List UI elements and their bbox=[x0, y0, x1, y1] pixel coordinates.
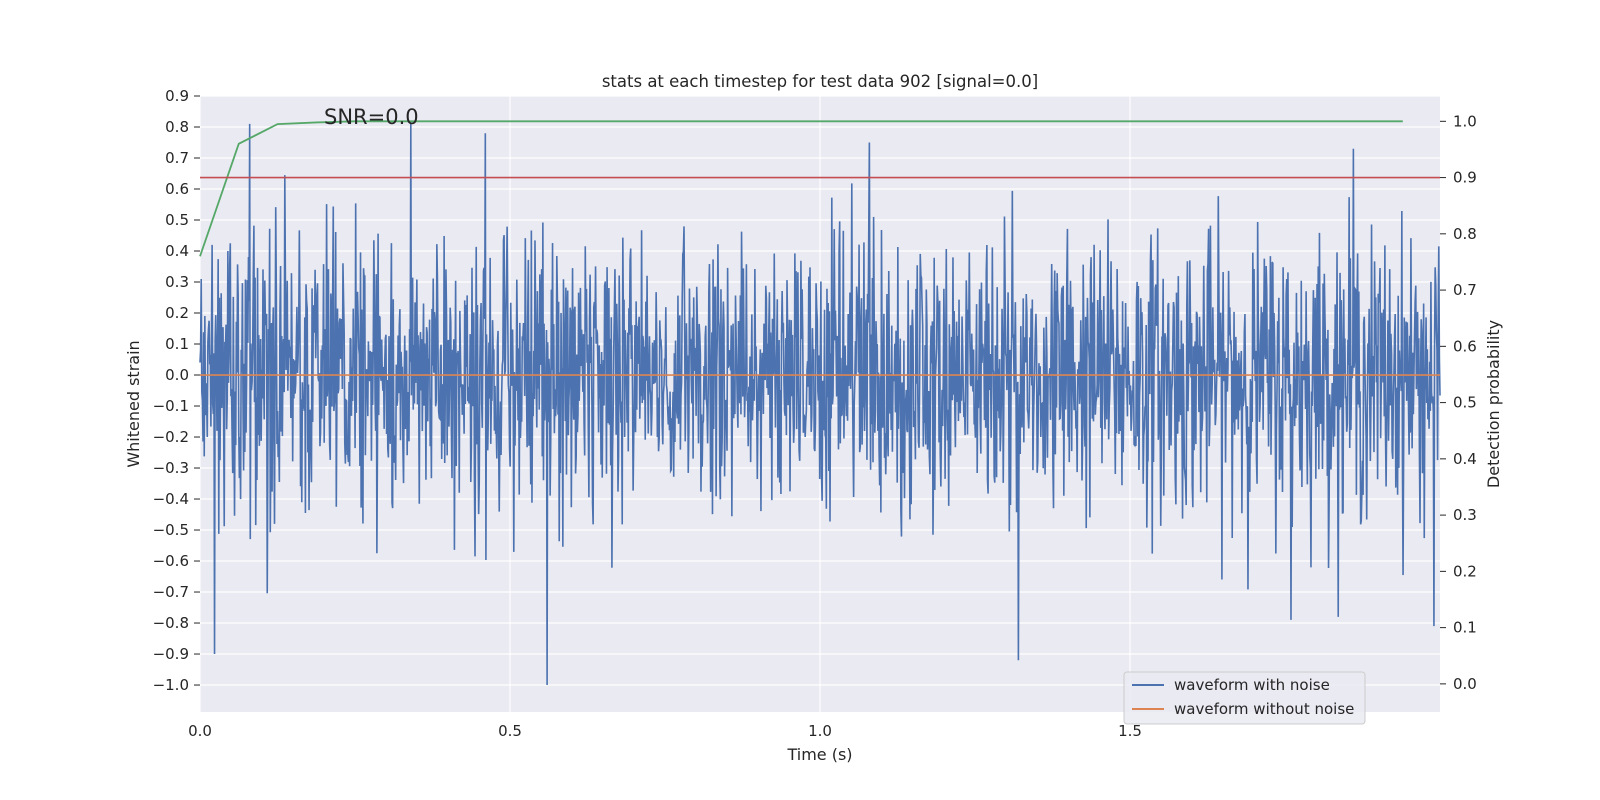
y-tick-label: 0.7 bbox=[165, 149, 189, 167]
y2-tick-label: 0.6 bbox=[1453, 337, 1477, 355]
x-tick-label: 1.5 bbox=[1118, 722, 1142, 740]
y-tick-label: 0.8 bbox=[165, 118, 189, 136]
series-detection-probability bbox=[199, 120, 1403, 257]
y2-tick-label: 1.0 bbox=[1453, 112, 1477, 130]
x-tick-label: 0.0 bbox=[188, 722, 212, 740]
legend-label-waveform-with-noise: waveform with noise bbox=[1174, 676, 1330, 694]
y-tick-label: −0.8 bbox=[153, 614, 189, 632]
y2-tick-label: 0.8 bbox=[1453, 225, 1477, 243]
y-tick-label: 0.4 bbox=[165, 242, 189, 260]
y-tick-label: 0.0 bbox=[165, 366, 189, 384]
y-tick-label: −0.7 bbox=[153, 583, 189, 601]
chart-title: stats at each timestep for test data 902… bbox=[602, 72, 1038, 91]
snr-annotation: SNR=0.0 bbox=[324, 105, 419, 129]
y-tick-label: −0.5 bbox=[153, 521, 189, 539]
legend: waveform with noise waveform without noi… bbox=[1123, 671, 1366, 725]
series-waveform-with-noise bbox=[199, 123, 1441, 686]
y-tick-label: −1.0 bbox=[153, 676, 189, 694]
y-tick-label: −0.2 bbox=[153, 428, 189, 446]
tick-layer: 0.9 0.8 0.7 0.6 0.5 0.4 0.3 0.2 0.1 0.0 −0.1 −0.2 −0… bbox=[153, 87, 1477, 740]
y2-tick-label: 0.1 bbox=[1453, 619, 1477, 637]
y2-tick-label: 0.9 bbox=[1453, 169, 1477, 187]
y-tick-label: 0.6 bbox=[165, 180, 189, 198]
series-layer bbox=[199, 120, 1441, 686]
y-tick-label: −0.4 bbox=[153, 490, 189, 508]
y-tick-label: −0.6 bbox=[153, 552, 189, 570]
y2-tick-label: 0.7 bbox=[1453, 281, 1477, 299]
x-tick-label: 1.0 bbox=[808, 722, 832, 740]
y-tick-label: 0.9 bbox=[165, 87, 189, 105]
y2-axis-label: Detection probability bbox=[1484, 320, 1503, 488]
y2-tick-label: 0.0 bbox=[1453, 675, 1477, 693]
legend-label-waveform-without-noise: waveform without noise bbox=[1174, 700, 1354, 718]
y-axis-label: Whitened strain bbox=[124, 340, 143, 467]
y-tick-label: 0.3 bbox=[165, 273, 189, 291]
y-tick-label: −0.1 bbox=[153, 397, 189, 415]
y2-tick-label: 0.3 bbox=[1453, 506, 1477, 524]
y-tick-label: 0.5 bbox=[165, 211, 189, 229]
y2-tick-label: 0.2 bbox=[1453, 562, 1477, 580]
x-tick-label: 0.5 bbox=[498, 722, 522, 740]
y2-tick-label: 0.4 bbox=[1453, 450, 1477, 468]
y-tick-label: −0.9 bbox=[153, 645, 189, 663]
y-tick-label: 0.2 bbox=[165, 304, 189, 322]
y-tick-label: −0.3 bbox=[153, 459, 189, 477]
x-axis-label: Time (s) bbox=[786, 745, 852, 764]
y2-tick-label: 0.5 bbox=[1453, 394, 1477, 412]
y-tick-label: 0.1 bbox=[165, 335, 189, 353]
legend-box bbox=[1123, 671, 1366, 725]
